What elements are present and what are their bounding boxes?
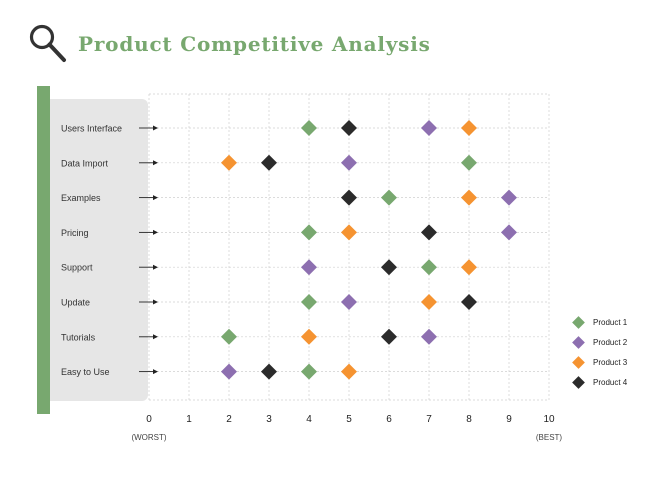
legend-label: Product 2 [593, 337, 628, 347]
data-point-product-2 [341, 154, 357, 171]
x-tick-label: 6 [386, 414, 392, 425]
arrow-head-icon [153, 369, 158, 375]
data-point-product-2 [341, 294, 357, 310]
data-point-product-1 [221, 328, 237, 345]
arrow-head-icon [153, 264, 158, 270]
data-point-product-4 [421, 224, 437, 241]
data-point-product-3 [421, 294, 437, 310]
x-tick-label: 2 [226, 414, 232, 425]
data-point-product-1 [381, 189, 397, 206]
data-point-product-3 [341, 363, 357, 380]
data-point-product-1 [301, 294, 317, 310]
x-tick-label: 7 [426, 414, 432, 425]
legend-item-product-3: Product 3 [570, 352, 627, 372]
data-point-product-2 [421, 120, 437, 136]
data-point-product-1 [421, 259, 437, 276]
legend-item-product-4: Product 4 [570, 372, 627, 392]
data-point-product-3 [301, 328, 317, 345]
category-label: Pricing [61, 228, 89, 238]
category-label: Tutorials [61, 332, 96, 342]
data-point-product-1 [301, 363, 317, 380]
data-point-product-1 [301, 224, 317, 241]
accent-bar [37, 86, 50, 414]
legend-item-product-1: Product 1 [570, 312, 627, 332]
data-point-product-2 [301, 259, 317, 276]
legend-diamond-icon [572, 315, 585, 329]
category-label: Update [61, 298, 90, 308]
data-point-product-4 [381, 259, 397, 276]
data-point-product-2 [221, 363, 237, 380]
legend-label: Product 3 [593, 357, 628, 367]
legend-label: Product 4 [593, 377, 628, 387]
category-label: Support [61, 263, 93, 273]
data-point-product-2 [501, 224, 517, 241]
x-tick-label: 5 [346, 414, 352, 425]
arrow-head-icon [153, 160, 158, 166]
data-point-product-3 [461, 259, 477, 276]
legend-diamond-icon [572, 335, 585, 349]
data-point-product-4 [341, 120, 357, 136]
data-point-product-3 [461, 120, 477, 136]
x-tick-label: 4 [306, 414, 312, 425]
arrow-head-icon [153, 299, 158, 305]
x-tick-label: 8 [466, 414, 472, 425]
data-point-product-4 [261, 363, 277, 380]
data-point-product-1 [461, 154, 477, 171]
legend-diamond-icon [572, 355, 585, 369]
arrow-head-icon [153, 229, 158, 235]
magnifier-icon [29, 24, 66, 62]
category-label: Easy to Use [61, 367, 110, 377]
data-point-product-2 [501, 189, 517, 206]
data-point-product-4 [461, 294, 477, 310]
legend-diamond-icon [572, 375, 585, 389]
data-point-product-1 [301, 120, 317, 136]
data-point-product-3 [341, 224, 357, 241]
data-point-product-3 [221, 154, 237, 171]
x-min-label: (WORST) [131, 433, 166, 442]
data-point-product-4 [381, 328, 397, 345]
arrow-head-icon [153, 334, 158, 340]
data-point-product-2 [421, 328, 437, 345]
category-panel [50, 99, 148, 401]
x-tick-label: 10 [543, 414, 555, 425]
x-tick-label: 3 [266, 414, 272, 425]
data-point-product-4 [341, 189, 357, 206]
category-label: Data Import [61, 158, 109, 168]
arrow-head-icon [153, 195, 158, 201]
data-point-product-4 [261, 154, 277, 171]
category-label: Users Interface [61, 124, 122, 134]
x-max-label: (BEST) [536, 433, 563, 442]
legend-item-product-2: Product 2 [570, 332, 627, 352]
category-label: Examples [61, 193, 101, 203]
x-tick-label: 9 [506, 414, 512, 425]
page-title: Product Competitive Analysis [78, 32, 431, 56]
header: Product Competitive Analysis [28, 22, 628, 66]
data-point-product-3 [461, 189, 477, 206]
legend: Product 1 Product 2 Product 3 Product 4 [570, 312, 627, 392]
legend-label: Product 1 [593, 317, 628, 327]
x-tick-label: 1 [186, 414, 192, 425]
x-tick-label: 0 [146, 414, 152, 425]
arrow-head-icon [153, 125, 158, 131]
